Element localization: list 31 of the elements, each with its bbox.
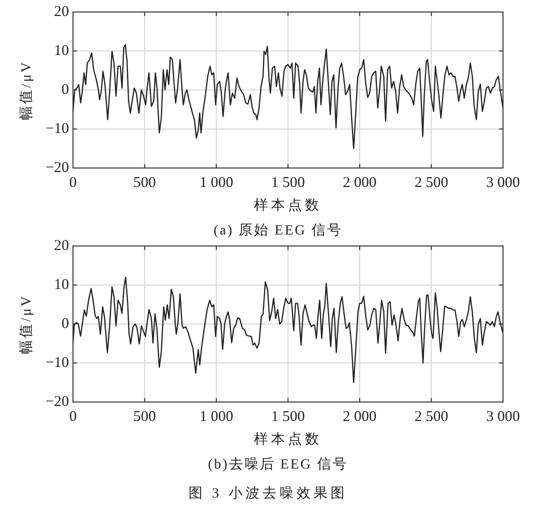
y-tick-label: 0 — [62, 82, 69, 98]
x-tick-label: 3 000 — [486, 175, 520, 191]
y-tick-label: −10 — [46, 355, 69, 371]
y-axis-title: 幅值/μV — [20, 294, 34, 354]
x-tick-label: 2 000 — [342, 409, 377, 425]
panel-caption: (b)去噪后 EEG 信号 — [208, 458, 348, 472]
y-tick-label: 0 — [62, 316, 69, 332]
x-tick-label: 3 000 — [486, 409, 520, 425]
y-tick-label: −20 — [46, 394, 69, 410]
figure-caption: 图 3 小波去噪效果图 — [188, 486, 348, 502]
y-tick-label: 20 — [54, 238, 69, 254]
x-tick-label: 1 000 — [199, 409, 234, 425]
x-tick-label: 2 500 — [414, 409, 448, 425]
x-tick-label: 2 000 — [342, 175, 377, 191]
y-tick-label: 10 — [54, 277, 69, 293]
x-tick-label: 0 — [69, 409, 77, 425]
x-tick-label: 1 500 — [271, 409, 305, 425]
x-tick-label: 0 — [69, 175, 77, 191]
y-tick-label: −10 — [46, 121, 69, 137]
x-tick-label: 500 — [133, 175, 156, 191]
x-tick-label: 2 500 — [414, 175, 448, 191]
x-axis-title: 样本点数 — [254, 198, 322, 214]
y-tick-label: 20 — [54, 4, 69, 20]
y-tick-label: 10 — [54, 43, 69, 59]
x-tick-label: 500 — [133, 409, 156, 425]
panel-caption: (a) 原始 EEG 信号 — [214, 224, 342, 238]
x-tick-label: 1 000 — [199, 175, 234, 191]
y-tick-label: −20 — [46, 160, 69, 176]
y-axis-title: 幅值/μV — [20, 60, 34, 120]
x-tick-label: 1 500 — [271, 175, 305, 191]
x-axis-title: 样本点数 — [254, 432, 322, 448]
